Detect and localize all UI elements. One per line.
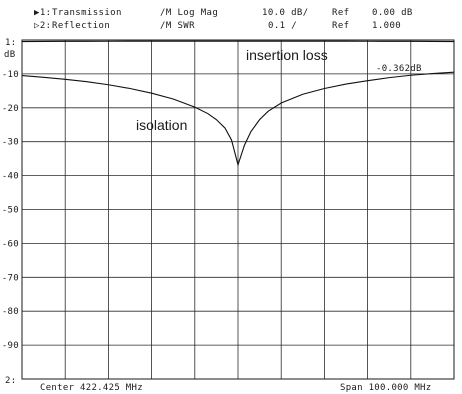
ch1-marker: ▶1: bbox=[34, 8, 51, 18]
ch2-marker: ▷2: bbox=[34, 21, 51, 31]
y-tick-label: -60 bbox=[2, 239, 19, 249]
ch1-ref-label: Ref bbox=[332, 8, 349, 18]
isolation-label: isolation bbox=[136, 117, 187, 133]
span-frequency: Span 100.000 MHz bbox=[340, 383, 432, 393]
y-tick-label: -50 bbox=[2, 206, 19, 216]
ch1-scale: 10.0 dB/ bbox=[262, 8, 309, 18]
isolation-trace bbox=[21, 71, 455, 167]
ch2-ref-label: Ref bbox=[332, 21, 349, 31]
y-tick-labels: -10 -20 -30 -40 -50 -60 -70 -80 -90 bbox=[2, 70, 19, 351]
y-tick-label: -70 bbox=[2, 273, 19, 283]
marker-readout: -0.362dB bbox=[376, 64, 422, 74]
y-unit-label: dB bbox=[4, 50, 15, 60]
ch2-format: /M SWR bbox=[160, 21, 195, 31]
ch1-name: Transmission bbox=[52, 8, 122, 18]
ch2-scale: 0.1 / bbox=[268, 21, 297, 31]
plot-frame bbox=[21, 39, 455, 380]
y-tick-label: -30 bbox=[2, 138, 19, 148]
insertion-loss-label: insertion loss bbox=[246, 47, 328, 63]
ref-level-marker: 1: bbox=[5, 38, 16, 48]
ch2-ref-value: 1.000 bbox=[372, 21, 401, 31]
y-tick-label: -10 bbox=[2, 70, 19, 80]
center-frequency: Center 422.425 MHz bbox=[40, 383, 143, 393]
y-tick-label: -90 bbox=[2, 341, 19, 351]
y-tick-label: -40 bbox=[2, 172, 19, 182]
plot-grid bbox=[22, 40, 454, 379]
ch1-format: /M Log Mag bbox=[160, 8, 218, 18]
ch2-name: Reflection bbox=[52, 21, 110, 31]
y-tick-label: -20 bbox=[2, 104, 19, 114]
traces bbox=[21, 40, 455, 167]
ch1-ref-value: 0.00 dB bbox=[372, 8, 413, 18]
ch2-ref-marker: 2: bbox=[5, 376, 16, 386]
y-tick-label: -80 bbox=[2, 307, 19, 317]
